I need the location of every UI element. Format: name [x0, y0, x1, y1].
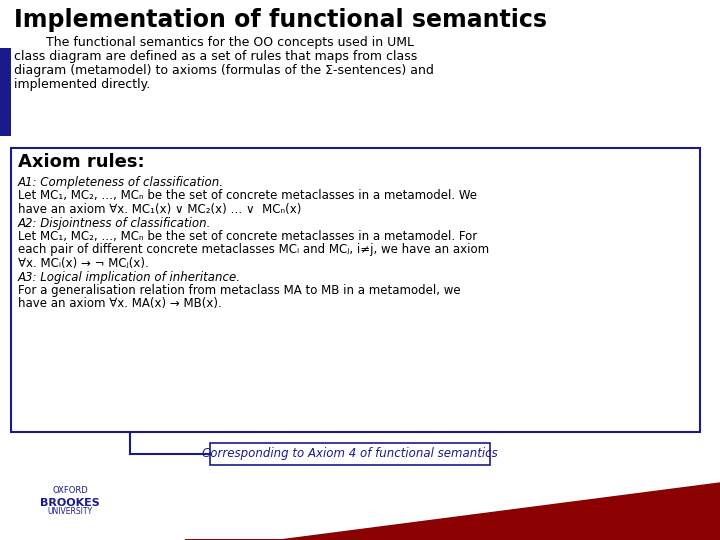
Bar: [11, 148, 700, 432]
Text: The functional semantics for the OO concepts used in UML: The functional semantics for the OO conc…: [14, 36, 414, 49]
Text: A1: Completeness of classification.: A1: Completeness of classification.: [18, 176, 224, 189]
Text: have an axiom ∀x. MA(x) → MB(x).: have an axiom ∀x. MA(x) → MB(x).: [18, 298, 222, 310]
Text: Corresponding to Axiom 4 of functional semantics: Corresponding to Axiom 4 of functional s…: [202, 448, 498, 461]
Text: Let MC₁, MC₂, …, MCₙ be the set of concrete metaclasses in a metamodel. We: Let MC₁, MC₂, …, MCₙ be the set of concr…: [18, 190, 477, 202]
Text: A2: Disjointness of classification.: A2: Disjointness of classification.: [18, 217, 212, 230]
Text: class diagram are defined as a set of rules that maps from class: class diagram are defined as a set of ru…: [14, 50, 418, 63]
Text: implemented directly.: implemented directly.: [14, 78, 150, 91]
Text: ∀x. MCᵢ(x) → ¬ MCⱼ(x).: ∀x. MCᵢ(x) → ¬ MCⱼ(x).: [18, 257, 149, 270]
Bar: [210, 443, 490, 465]
Polygon shape: [185, 483, 720, 540]
Text: UNIVERSITY: UNIVERSITY: [48, 507, 93, 516]
Text: A3: Logical implication of inheritance.: A3: Logical implication of inheritance.: [18, 271, 241, 284]
Text: have an axiom ∀x. MC₁(x) ∨ MC₂(x) … ∨  MCₙ(x): have an axiom ∀x. MC₁(x) ∨ MC₂(x) … ∨ MC…: [18, 203, 302, 216]
Text: For a generalisation relation from metaclass MA to MB in a metamodel, we: For a generalisation relation from metac…: [18, 284, 461, 297]
Text: diagram (metamodel) to axioms (formulas of the Σ-sentences) and: diagram (metamodel) to axioms (formulas …: [14, 64, 434, 77]
Text: BROOKES: BROOKES: [40, 498, 100, 508]
Text: Axiom rules:: Axiom rules:: [18, 153, 145, 171]
Text: each pair of different concrete metaclasses MCᵢ and MCⱼ, i≠j, we have an axiom: each pair of different concrete metaclas…: [18, 244, 489, 256]
Bar: [0, 48, 11, 136]
Text: Let MC₁, MC₂, …, MCₙ be the set of concrete metaclasses in a metamodel. For: Let MC₁, MC₂, …, MCₙ be the set of concr…: [18, 230, 477, 243]
Text: Implementation of functional semantics: Implementation of functional semantics: [14, 8, 547, 32]
Text: OXFORD: OXFORD: [52, 486, 88, 495]
